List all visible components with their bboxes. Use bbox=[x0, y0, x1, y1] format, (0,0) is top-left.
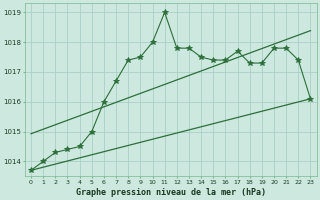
X-axis label: Graphe pression niveau de la mer (hPa): Graphe pression niveau de la mer (hPa) bbox=[76, 188, 266, 197]
